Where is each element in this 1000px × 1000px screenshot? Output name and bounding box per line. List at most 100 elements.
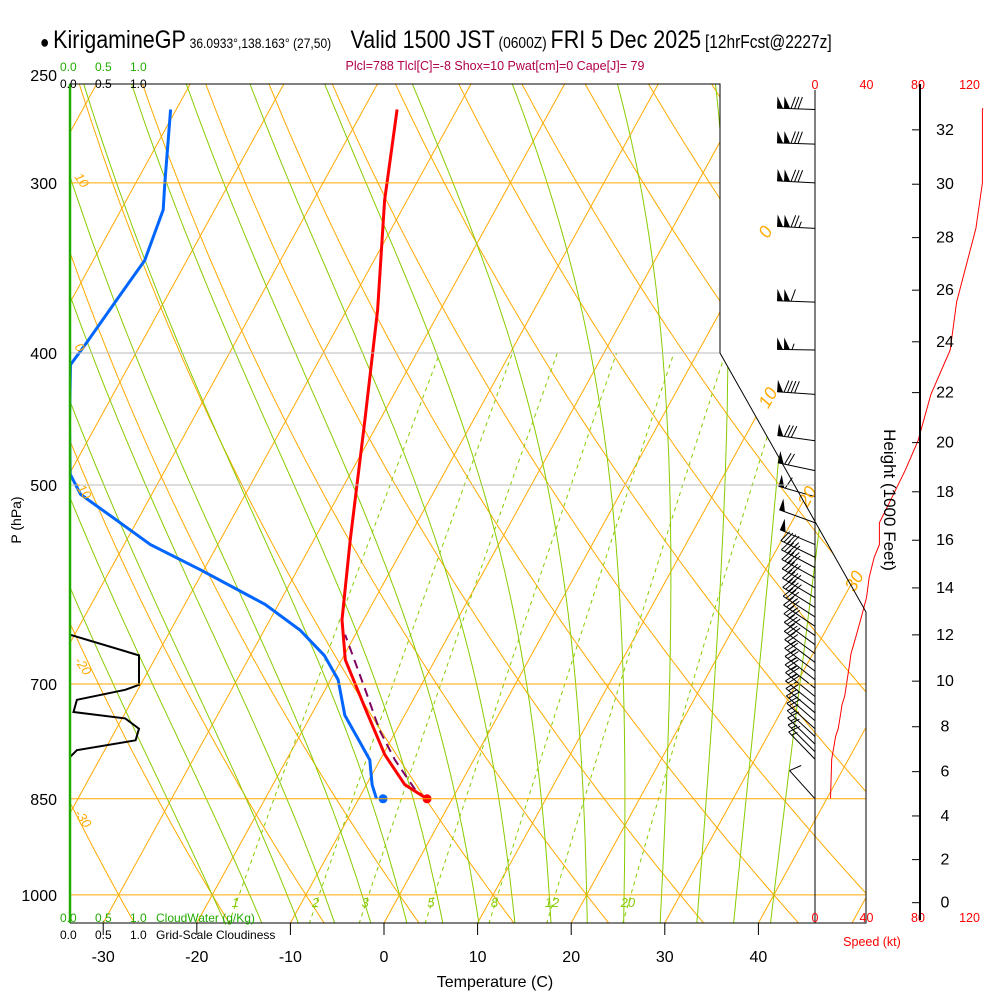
barb-full: [783, 623, 795, 632]
barb-full: [797, 131, 803, 144]
wind-barb: [788, 725, 816, 760]
height-tick-label: 2: [941, 852, 950, 869]
barb-half: [791, 343, 795, 350]
wind-barb: [781, 550, 816, 579]
barb-full: [787, 659, 799, 668]
zulu-time: (0600Z): [498, 35, 547, 52]
barb-half: [790, 710, 797, 715]
mixing-ratio-label: 2: [311, 895, 320, 910]
barb-full: [785, 580, 796, 590]
barb-staff: [784, 655, 816, 681]
moist-adiabat: [70, 84, 372, 923]
barb-full: [787, 543, 798, 554]
barb-full: [781, 540, 791, 551]
moist-adiabat: [70, 84, 263, 923]
barb-full: [789, 698, 801, 707]
height-tick-label: 30: [936, 176, 954, 193]
wind-barb: [777, 288, 816, 303]
wind-barb: [777, 214, 816, 229]
dry-adiabat: [70, 84, 231, 923]
isotherm: [663, 84, 866, 923]
station-bullet-icon: ●: [40, 32, 50, 52]
barb-pennant: [777, 214, 784, 227]
dry-adiabat: [70, 84, 136, 923]
isotherm-label: 0: [754, 223, 776, 242]
barb-pennant: [777, 337, 784, 350]
wind-barb: [784, 640, 816, 672]
barb-staff: [788, 731, 816, 760]
moist-adiabat: [770, 84, 866, 923]
dry-adiabat: [70, 84, 326, 923]
wind-barb: [782, 569, 816, 599]
barb-full: [783, 614, 795, 623]
station-name: KirigamineGP: [53, 26, 186, 54]
wind-barb: [789, 765, 816, 800]
isotherm: [0, 63, 15, 924]
barb-full: [791, 584, 802, 594]
barb-full: [783, 380, 790, 393]
barb-full: [786, 598, 797, 608]
speed-tick-label: 0: [812, 911, 819, 925]
barb-full: [794, 215, 800, 228]
barb-full: [788, 683, 800, 692]
barb-pennant: [784, 96, 791, 109]
barb-full: [787, 453, 795, 466]
barb-staff: [785, 688, 816, 714]
pressure-tick-label: 250: [30, 68, 57, 85]
moist-adiabat: [128, 84, 444, 923]
moist-adiabat: [70, 84, 336, 923]
barb-full: [787, 675, 800, 684]
barb-full: [790, 555, 801, 565]
barb-pennant: [777, 423, 784, 437]
dry-adiabat: [322, 84, 866, 923]
barb-full: [788, 582, 799, 592]
cloudiness-tick: 0.5: [95, 77, 112, 91]
pressure-tick-label: 300: [30, 176, 57, 193]
wind-barb: [785, 689, 816, 722]
barb-full: [787, 711, 800, 719]
barb-pennant: [784, 214, 791, 228]
sounding-indices: Plcl=788 Tlcl[C]=-8 Shox=10 Pwat[cm]=0 C…: [346, 59, 645, 73]
barb-staff: [785, 680, 816, 706]
temp-tick-label: 30: [656, 949, 674, 966]
isotherm: [70, 84, 390, 923]
barb-staff: [786, 702, 816, 730]
barb-pennant: [777, 450, 784, 464]
speed-tick-label: 40: [860, 911, 874, 925]
barb-full: [789, 765, 802, 772]
mixing-ratio-line: [488, 352, 675, 923]
cloudiness-tick: 0.0: [60, 928, 77, 942]
barb-full: [784, 640, 796, 649]
barb-pennant: [777, 288, 784, 301]
wind-barb: [786, 696, 816, 730]
cloudiness-tick: 1.0: [130, 77, 147, 91]
barb-staff: [783, 630, 816, 655]
temp-tick-label: 10: [469, 949, 487, 966]
barb-full: [790, 169, 797, 182]
moist-adiabat: [408, 84, 588, 923]
barb-full: [794, 381, 800, 394]
barb-staff: [781, 558, 816, 579]
cloudwater-tick: 0.0: [60, 911, 77, 925]
mixing-ratio-label: 20: [620, 895, 636, 910]
barb-full: [791, 574, 802, 584]
barb-half: [790, 717, 797, 722]
moist-adiabat: [614, 84, 672, 923]
moist-adiabat: [733, 84, 800, 923]
barb-full: [787, 553, 798, 564]
barb-staff: [778, 485, 816, 498]
barb-full: [786, 625, 798, 634]
dry-adiabat: [385, 84, 866, 923]
barb-full: [788, 573, 799, 583]
wind-barb: [777, 130, 816, 145]
barb-full: [784, 552, 795, 562]
wind-barb: [777, 379, 816, 395]
wind-barb: [787, 711, 816, 745]
temp-tick-label: -10: [279, 949, 302, 966]
mixing-ratio-line: [424, 352, 618, 923]
temp-tick-label: -30: [92, 949, 115, 966]
mixing-ratio-label: 3: [362, 895, 370, 910]
mixing-ratio-label: 1: [232, 895, 239, 910]
